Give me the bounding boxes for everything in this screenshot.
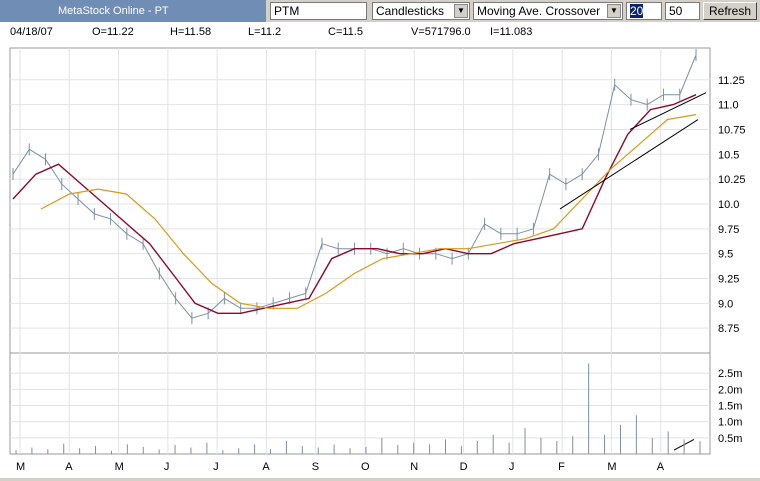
y-tick-label: 9.75 <box>718 224 739 236</box>
x-tick-label: O <box>361 461 370 473</box>
chart-area[interactable]: M A M J J A S O N D J F M A 11.25 11.0 10.75 10.5 10.25 10.… <box>0 42 760 478</box>
y-tick-label: 10.75 <box>718 124 746 136</box>
info-bar: 04/18/07 O=11.22 H=11.58 L=11.2 C=11.5 V… <box>0 22 760 42</box>
y-tick-label: 8.75 <box>718 323 739 335</box>
volume-tick-label: 1.0m <box>718 417 742 429</box>
info-volume: V=571796.0 <box>411 26 471 38</box>
volume-tick-label: 2.5m <box>718 368 742 380</box>
y-tick-label: 9.5 <box>718 249 733 261</box>
chevron-down-icon[interactable]: ▼ <box>607 4 621 18</box>
x-tick-label: A <box>65 461 73 473</box>
window-title-bar: MetaStock Online - PT <box>0 0 266 22</box>
indicator-select[interactable]: Moving Ave. Crossover ▼ <box>473 2 623 20</box>
trendline <box>629 92 707 130</box>
x-tick-label: J <box>509 461 515 473</box>
param1-value: 20 <box>630 4 644 18</box>
ma-slow-series <box>40 114 697 309</box>
volume-tick-label: 0.5m <box>718 433 742 445</box>
info-indicator: I=11.083 <box>490 26 533 38</box>
x-tick-label: S <box>312 461 319 473</box>
y-tick-label: 10.0 <box>718 199 739 211</box>
x-tick-label: M <box>16 461 25 473</box>
x-tick-label: J <box>164 461 170 473</box>
info-open: O=11.22 <box>92 26 134 38</box>
price-chart[interactable]: M A M J J A S O N D J F M A 11.25 11.0 10.75 10.5 10.25 10.… <box>0 42 760 478</box>
ma-fast-series <box>12 94 697 314</box>
chart-style-select[interactable]: Candlesticks ▼ <box>372 2 470 20</box>
y-tick-label: 9.25 <box>718 273 739 285</box>
info-date: 04/18/07 <box>10 26 53 38</box>
y-tick-label: 11.0 <box>718 100 739 112</box>
y-tick-label: 9.0 <box>718 298 733 310</box>
x-tick-label: F <box>558 461 565 473</box>
symbol-input[interactable]: PTM <box>270 2 367 20</box>
chevron-down-icon[interactable]: ▼ <box>454 4 468 18</box>
y-tick-label: 10.25 <box>718 174 746 186</box>
info-low: L=11.2 <box>248 26 282 38</box>
param1-input[interactable]: 20 <box>626 2 662 20</box>
x-tick-label: J <box>213 461 219 473</box>
refresh-button[interactable]: Refresh <box>703 2 757 20</box>
x-tick-label: M <box>115 461 124 473</box>
volume-tick-label: 1.5m <box>718 401 742 413</box>
window-title: MetaStock Online - PT <box>58 5 169 17</box>
y-tick-label: 10.5 <box>718 149 739 161</box>
info-close: C=11.5 <box>328 26 363 38</box>
volume-tick-label: 2.0m <box>718 384 742 396</box>
param2-input[interactable]: 50 <box>665 2 700 20</box>
info-high: H=11.58 <box>170 26 212 38</box>
chart-frame <box>9 47 711 455</box>
x-tick-label: A <box>262 461 270 473</box>
indicator-value: Moving Ave. Crossover <box>477 4 601 18</box>
x-tick-label: A <box>657 461 665 473</box>
x-tick-label: M <box>607 461 616 473</box>
x-tick-label: D <box>460 461 468 473</box>
y-tick-label: 11.25 <box>718 75 745 87</box>
trendline <box>559 119 699 210</box>
chart-style-value: Candlesticks <box>376 4 445 18</box>
x-tick-label: N <box>410 461 418 473</box>
